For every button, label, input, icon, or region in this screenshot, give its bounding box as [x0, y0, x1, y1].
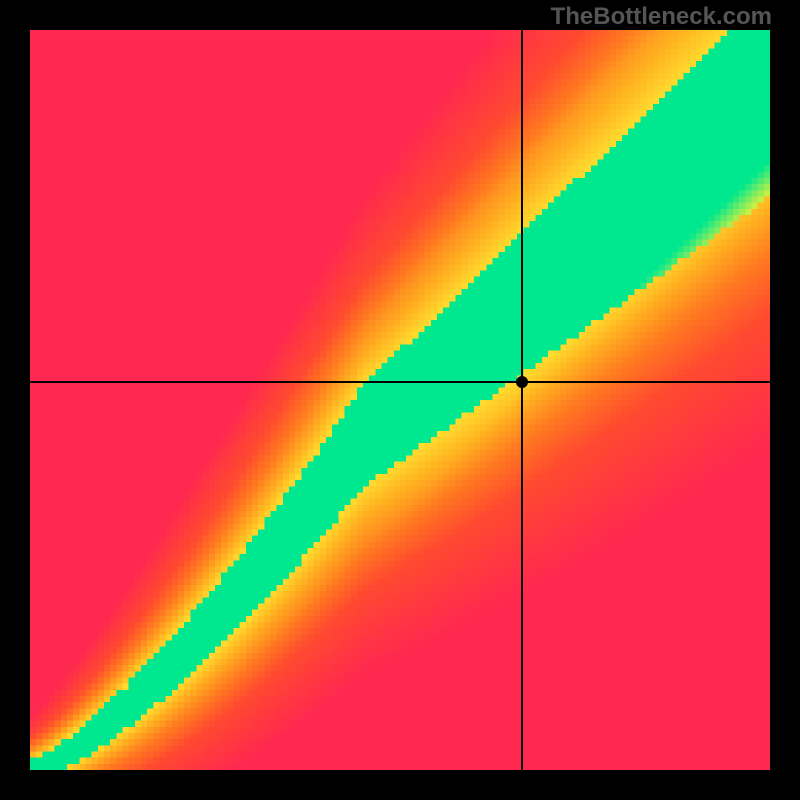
crosshair-vertical: [521, 30, 523, 770]
bottleneck-heatmap: [30, 30, 770, 770]
chart-container: TheBottleneck.com: [0, 0, 800, 800]
watermark-text: TheBottleneck.com: [551, 3, 772, 31]
crosshair-horizontal: [30, 381, 770, 383]
crosshair-marker: [516, 376, 528, 388]
